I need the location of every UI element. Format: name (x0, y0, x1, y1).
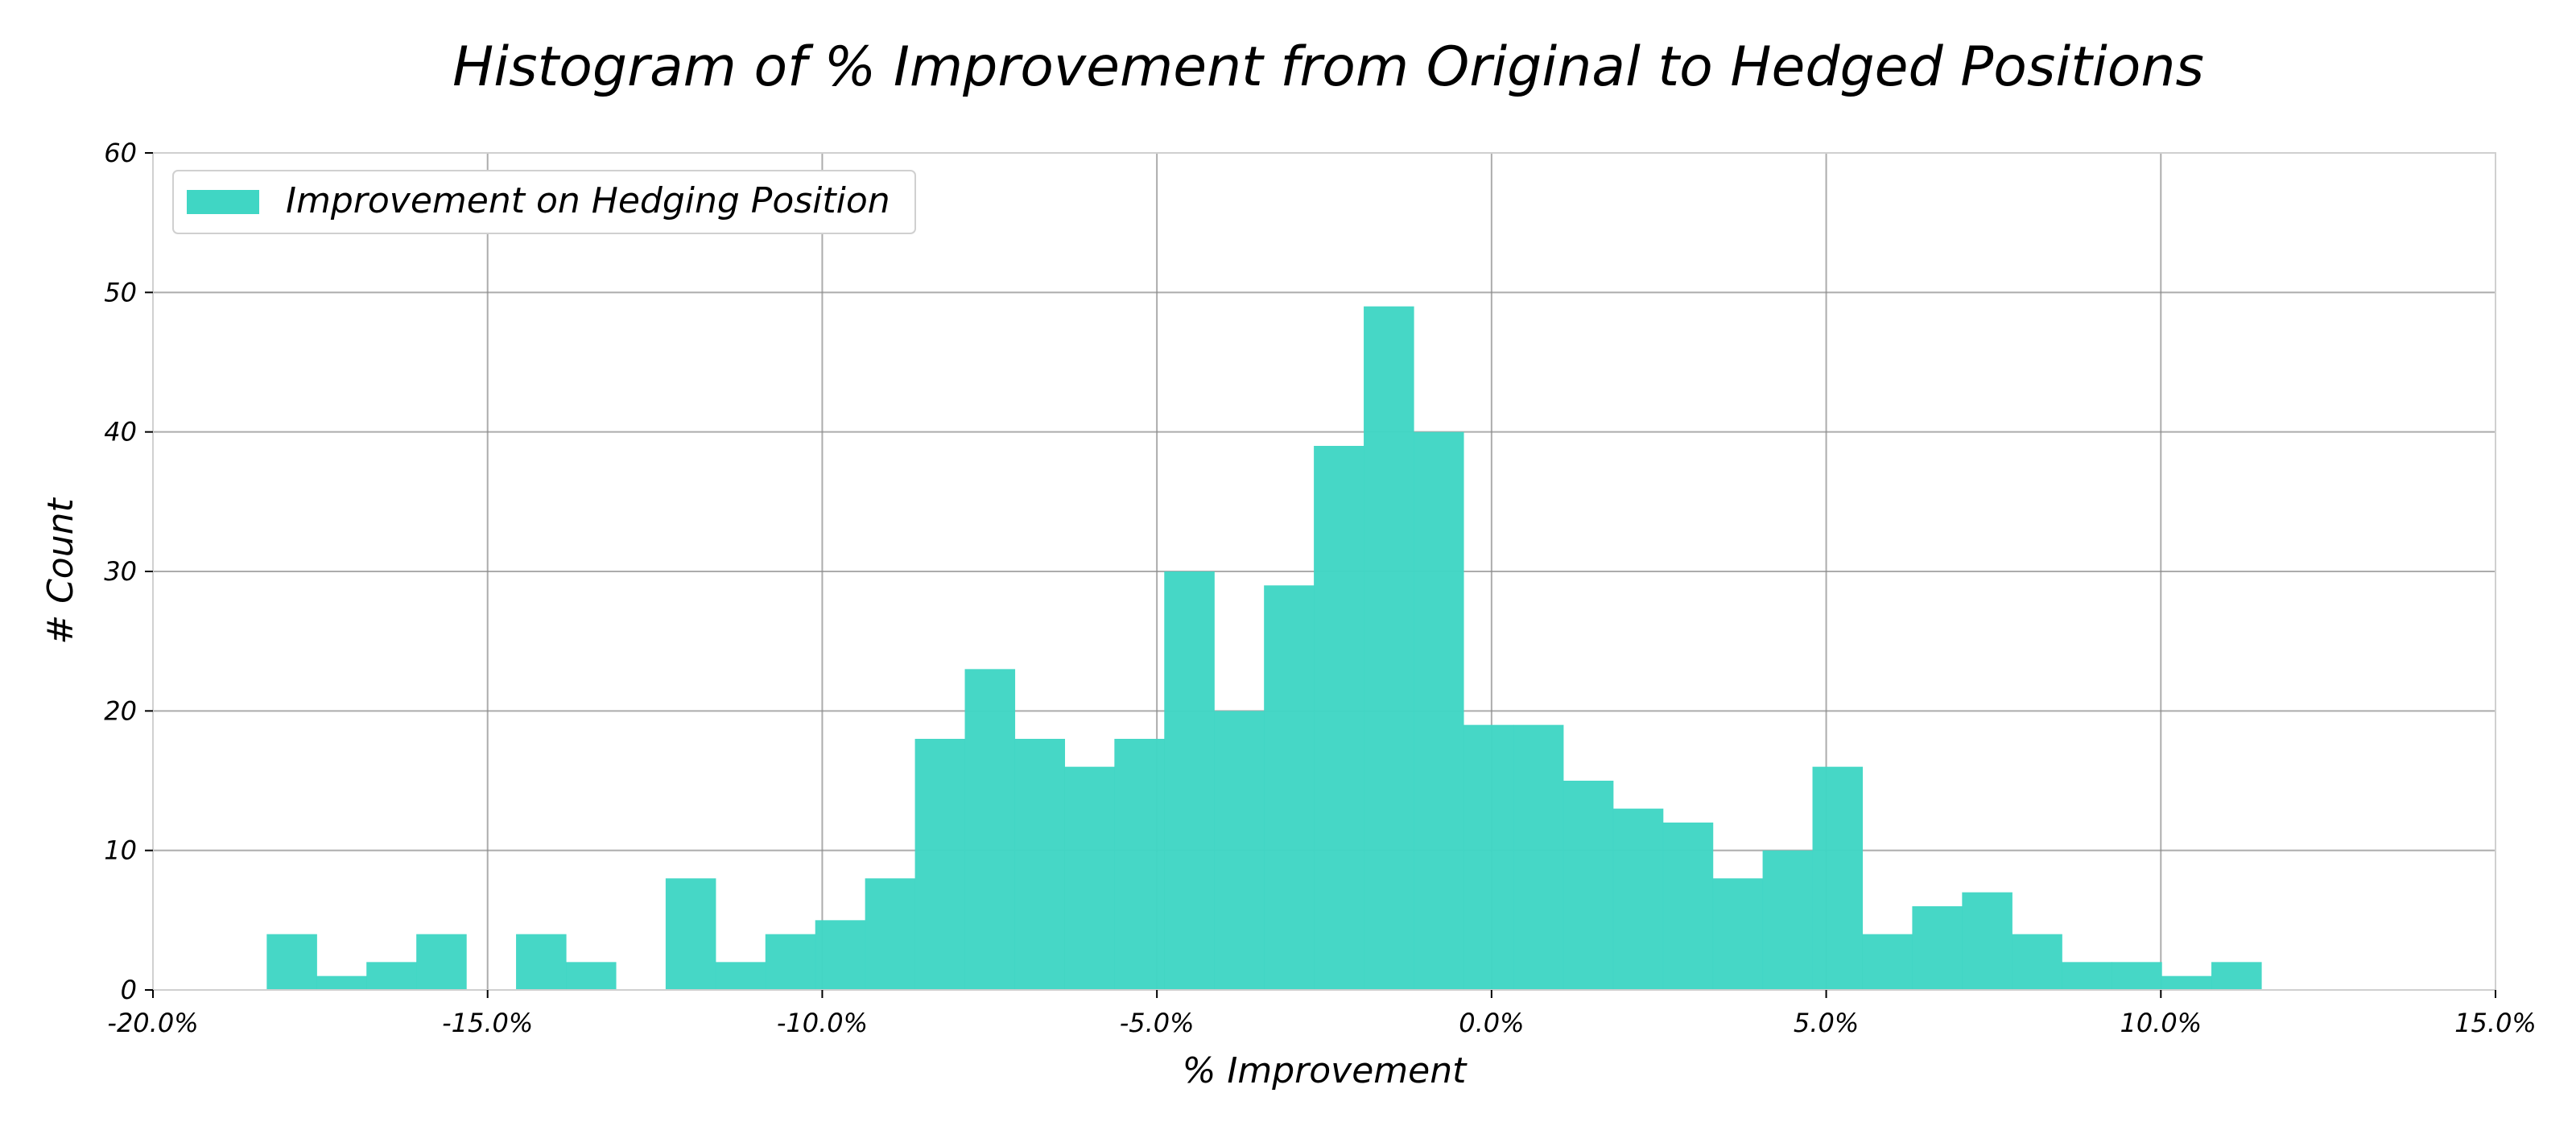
histogram-bar (815, 920, 866, 990)
histogram-bar (1812, 766, 1864, 990)
y-axis-label: # Count (40, 497, 81, 644)
y-tick-label: 30 (104, 556, 137, 587)
bars-layer (266, 306, 2262, 991)
legend: Improvement on Hedging Position (172, 170, 916, 234)
y-tick-label: 20 (104, 695, 137, 726)
x-tick-label: -15.0% (442, 1008, 533, 1038)
x-tick-label: -20.0% (107, 1008, 198, 1038)
histogram-bar (1712, 878, 1764, 990)
histogram-bar (1064, 766, 1115, 990)
histogram-bar (416, 934, 467, 990)
histogram-bar (366, 962, 417, 990)
histogram-bar (565, 962, 617, 990)
y-tick-label: 50 (104, 277, 137, 307)
y-tick-label: 60 (104, 138, 137, 168)
legend-label: Improvement on Hedging Position (286, 180, 890, 221)
x-tick-label: 10.0% (2120, 1008, 2202, 1038)
histogram-bar (1962, 892, 2013, 990)
histogram-bar (1912, 906, 1963, 990)
histogram-bar (765, 934, 816, 990)
histogram-bar (1612, 808, 1664, 990)
histogram-bar (1513, 724, 1564, 990)
histogram-bar (964, 669, 1016, 990)
histogram-bar (2161, 975, 2212, 990)
histogram-bar (665, 878, 716, 990)
histogram-bar (1014, 739, 1066, 990)
legend-box (172, 170, 916, 234)
x-tick-label: 5.0% (1794, 1008, 1859, 1038)
y-tick-label: 10 (104, 835, 137, 866)
x-axis-label: % Improvement (1183, 1050, 1468, 1091)
y-tick-label: 40 (104, 417, 137, 447)
histogram-bar (2012, 934, 2062, 990)
histogram-bar (1264, 585, 1315, 990)
histogram-bar (2062, 962, 2112, 990)
histogram-bar (266, 934, 317, 990)
histogram-bar (865, 878, 916, 990)
histogram-bar (1314, 446, 1364, 990)
histogram-bar (1214, 711, 1265, 990)
legend-swatch (187, 190, 259, 214)
x-tick-label: -10.0% (777, 1008, 868, 1038)
histogram-bar (2211, 962, 2262, 990)
ticks-layer: -20.0% -15.0% -10.0% -5.0% 0.0% 5.0% 10.0% 15.0… (104, 138, 2537, 1038)
chart-title: Histogram of % Improvement from Original… (452, 35, 2204, 99)
x-tick-label: 0.0% (1459, 1008, 1524, 1038)
histogram-bar (516, 934, 567, 990)
histogram-bar (1762, 850, 1814, 990)
x-tick-label: -5.0% (1120, 1008, 1195, 1038)
histogram-bar (316, 975, 367, 990)
histogram-bar (715, 962, 766, 990)
histogram-bar (1662, 823, 1714, 990)
histogram-bar (1862, 934, 1913, 990)
histogram-bar (1114, 739, 1165, 990)
histogram-bar (914, 739, 966, 990)
histogram-bar (1463, 724, 1514, 990)
histogram-bar (1563, 781, 1614, 990)
histogram-bar (2112, 962, 2162, 990)
histogram-bar (1164, 571, 1215, 990)
x-tick-label: 15.0% (2454, 1008, 2537, 1038)
y-tick-label: 0 (121, 975, 137, 1005)
histogram-bar (1413, 431, 1464, 990)
histogram-bar (1364, 306, 1414, 991)
